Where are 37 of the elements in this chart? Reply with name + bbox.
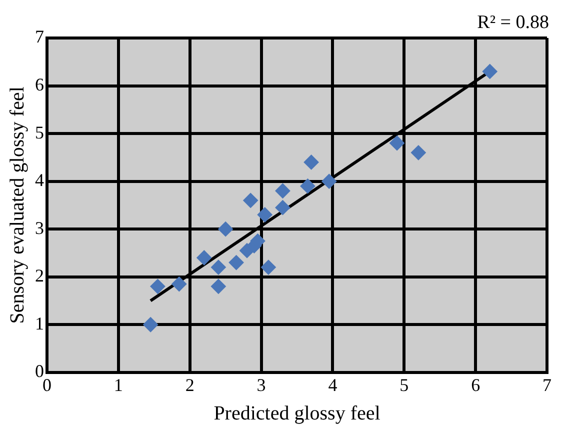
point [196,250,212,266]
y-tick-label: 4 [35,170,44,190]
point [300,178,316,194]
point [172,276,187,292]
y-tick-label: 0 [35,361,44,382]
x-tick-label: 5 [400,374,409,395]
point [150,278,166,294]
point [257,207,272,222]
x-tick-label: 2 [185,374,194,395]
point [275,200,290,216]
y-tick-label: 3 [35,218,44,238]
point [390,136,404,151]
x-axis-title: Predicted glossy feel [214,402,381,424]
point [210,278,226,294]
y-axis-title: Sensory evaluated glossy feel [6,86,28,324]
x-tick-label: 6 [471,374,480,395]
point [410,145,426,160]
text: R² = 0.88 [477,12,549,34]
point [275,183,290,198]
point [243,192,258,208]
y-tick-label: 6 [35,74,44,95]
y-tick-label: 1 [35,313,44,334]
point [218,222,234,237]
point [210,260,226,275]
x-tick-label: 1 [114,374,123,395]
point [228,255,244,270]
point [260,260,276,275]
y-tick-label: 7 [35,26,44,47]
x-tick-label: 4 [328,374,338,395]
x-tick-label: 3 [256,374,266,395]
y-tick-label: 2 [35,266,44,286]
point [304,154,319,170]
point [322,174,337,189]
point [143,317,158,332]
point [482,64,498,79]
x-tick-label: 7 [542,374,552,395]
y-tick-label: 5 [35,122,44,142]
